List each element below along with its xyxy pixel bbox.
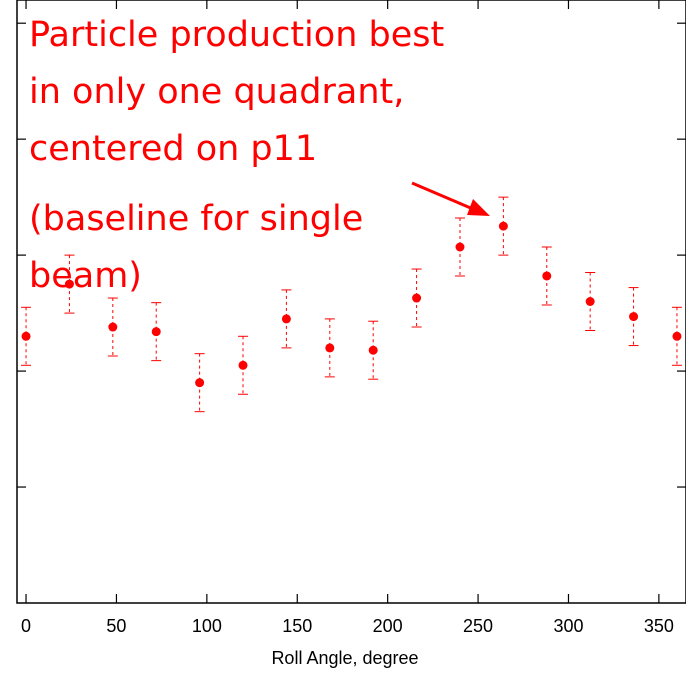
- x-tick-label: 350: [644, 616, 674, 636]
- annotation-line-3: centered on p11: [29, 129, 318, 169]
- data-point: [585, 297, 595, 306]
- data-point: [542, 271, 552, 281]
- data-point: [195, 378, 205, 388]
- annotation-arrow: [411, 181, 490, 216]
- annotation-line-2: in only one quadrant,: [29, 72, 405, 112]
- x-tick-label: 50: [106, 616, 126, 636]
- data-point: [629, 312, 639, 322]
- data-point: [238, 360, 248, 370]
- data-point: [151, 327, 161, 337]
- data-point: [368, 345, 378, 355]
- x-tick-label: 150: [282, 616, 312, 636]
- annotation-line-5: beam): [29, 256, 142, 296]
- data-point: [325, 343, 335, 353]
- data-point: [64, 279, 74, 289]
- marks-layer: [21, 196, 682, 413]
- data-point: [412, 293, 422, 303]
- data-point: [108, 322, 118, 332]
- data-point: [281, 314, 291, 324]
- x-tick-label: 0: [21, 616, 31, 636]
- annotation-line-4: (baseline for single: [29, 199, 364, 239]
- x-tick-label: 100: [192, 616, 222, 636]
- data-point: [455, 242, 465, 252]
- x-tick-label: 200: [373, 616, 403, 636]
- plot-frame: [16, 0, 686, 604]
- x-axis-label: Roll Angle, degree: [271, 648, 418, 668]
- data-point: [498, 221, 508, 231]
- annotation-line-1: Particle production best: [29, 15, 445, 55]
- data-point: [21, 331, 31, 341]
- data-point: [672, 331, 682, 341]
- ticks-layer: 0 50 100 150 200 250 300 350: [17, 0, 686, 636]
- x-tick-label: 250: [463, 616, 493, 636]
- x-tick-label: 300: [553, 616, 583, 636]
